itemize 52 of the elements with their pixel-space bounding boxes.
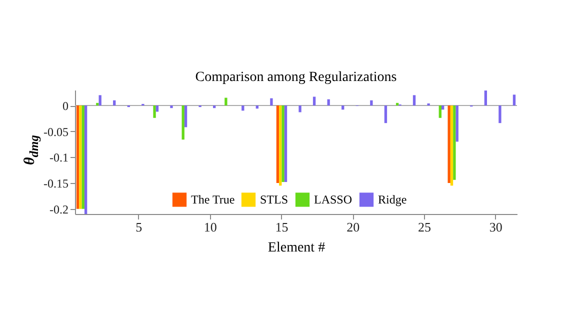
bar [456, 106, 458, 142]
bar [242, 106, 244, 111]
bar [312, 96, 316, 106]
legend-label: Ridge [378, 192, 407, 207]
y-tick-label: -0.1 [50, 150, 68, 165]
legend-label: The True [191, 192, 235, 207]
bar [342, 106, 344, 110]
bar [270, 98, 273, 106]
bar [113, 100, 116, 106]
bar [276, 106, 280, 183]
legend-label: LASSO [314, 192, 352, 207]
bar [184, 106, 188, 128]
bar [284, 106, 288, 182]
bar [256, 106, 259, 109]
x-tick-label: 10 [204, 220, 217, 234]
chart-title: Comparison among Regularizations [195, 70, 397, 85]
bar [484, 90, 488, 106]
bar [153, 106, 156, 118]
bar [453, 106, 456, 180]
bar [327, 99, 330, 106]
bar [384, 106, 388, 124]
y-tick-label: -0.2 [50, 202, 68, 216]
y-tick-label: -0.05 [44, 124, 68, 139]
bar [224, 98, 228, 106]
bar [370, 100, 373, 106]
bar [79, 106, 82, 209]
x-tick-label: 15 [275, 220, 288, 234]
bar [279, 106, 282, 186]
bar [182, 106, 184, 140]
bar [438, 106, 442, 118]
bar [98, 95, 102, 106]
bar [512, 94, 516, 106]
x-tick-label: 25 [418, 220, 432, 234]
bar [298, 106, 302, 112]
bar [82, 106, 84, 209]
bar [170, 106, 173, 108]
x-axis-title: Element # [268, 240, 326, 256]
x-tick-label: 20 [346, 220, 360, 234]
x-tick-label: 5 [136, 220, 142, 234]
x-tick-label: 30 [489, 220, 502, 234]
bar [412, 95, 416, 106]
bar [76, 106, 80, 209]
bar [441, 106, 444, 110]
bar [448, 106, 450, 183]
legend-label: STLS [260, 192, 288, 207]
bar [84, 106, 88, 214]
bar [156, 106, 159, 112]
bar [450, 106, 454, 186]
bar [498, 106, 502, 124]
bar [282, 106, 284, 182]
y-tick-label: 0 [62, 99, 68, 113]
y-tick-label: -0.15 [44, 176, 68, 190]
